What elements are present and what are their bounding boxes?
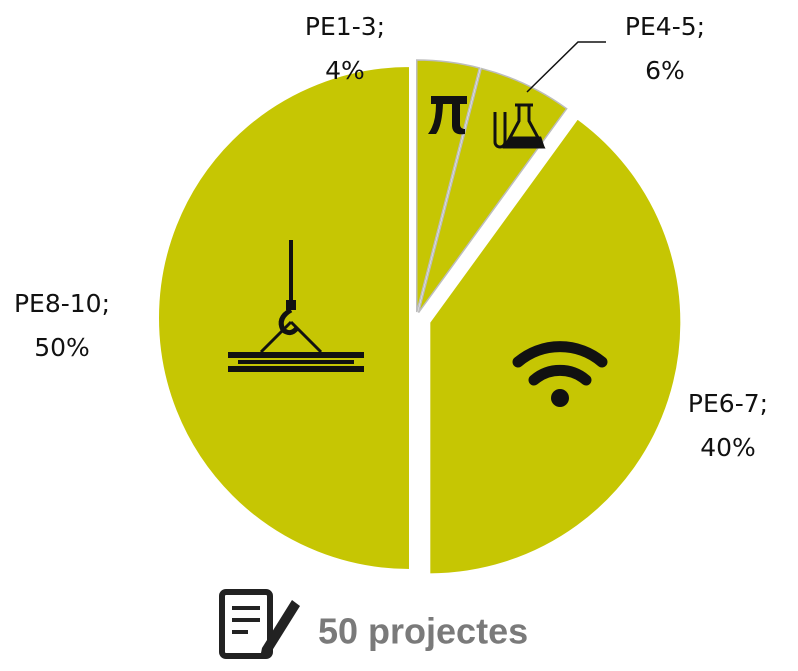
value-label: 6% bbox=[645, 56, 685, 85]
category-label: PE1-3; bbox=[305, 12, 385, 41]
value-label: 40% bbox=[700, 433, 756, 462]
pi-icon bbox=[428, 96, 467, 135]
category-label: PE4-5; bbox=[625, 12, 705, 41]
footer: 50 projectes bbox=[318, 611, 528, 652]
labels: PE1-3; 4% PE4-5; 6% PE6-7; 40% PE8-10; 50% bbox=[14, 12, 768, 462]
category-label: PE6-7; bbox=[688, 389, 768, 418]
document-icon bbox=[219, 589, 300, 659]
value-label: 4% bbox=[325, 56, 365, 85]
value-label: 50% bbox=[34, 333, 90, 362]
crane-icon bbox=[228, 240, 364, 372]
flask-icon bbox=[493, 103, 546, 149]
pie-slice bbox=[416, 59, 481, 313]
category-label: PE8-10; bbox=[14, 289, 110, 318]
pie bbox=[157, 59, 683, 576]
leader-line bbox=[526, 41, 606, 93]
wifi-icon bbox=[512, 341, 608, 407]
pie-slice bbox=[417, 67, 568, 314]
